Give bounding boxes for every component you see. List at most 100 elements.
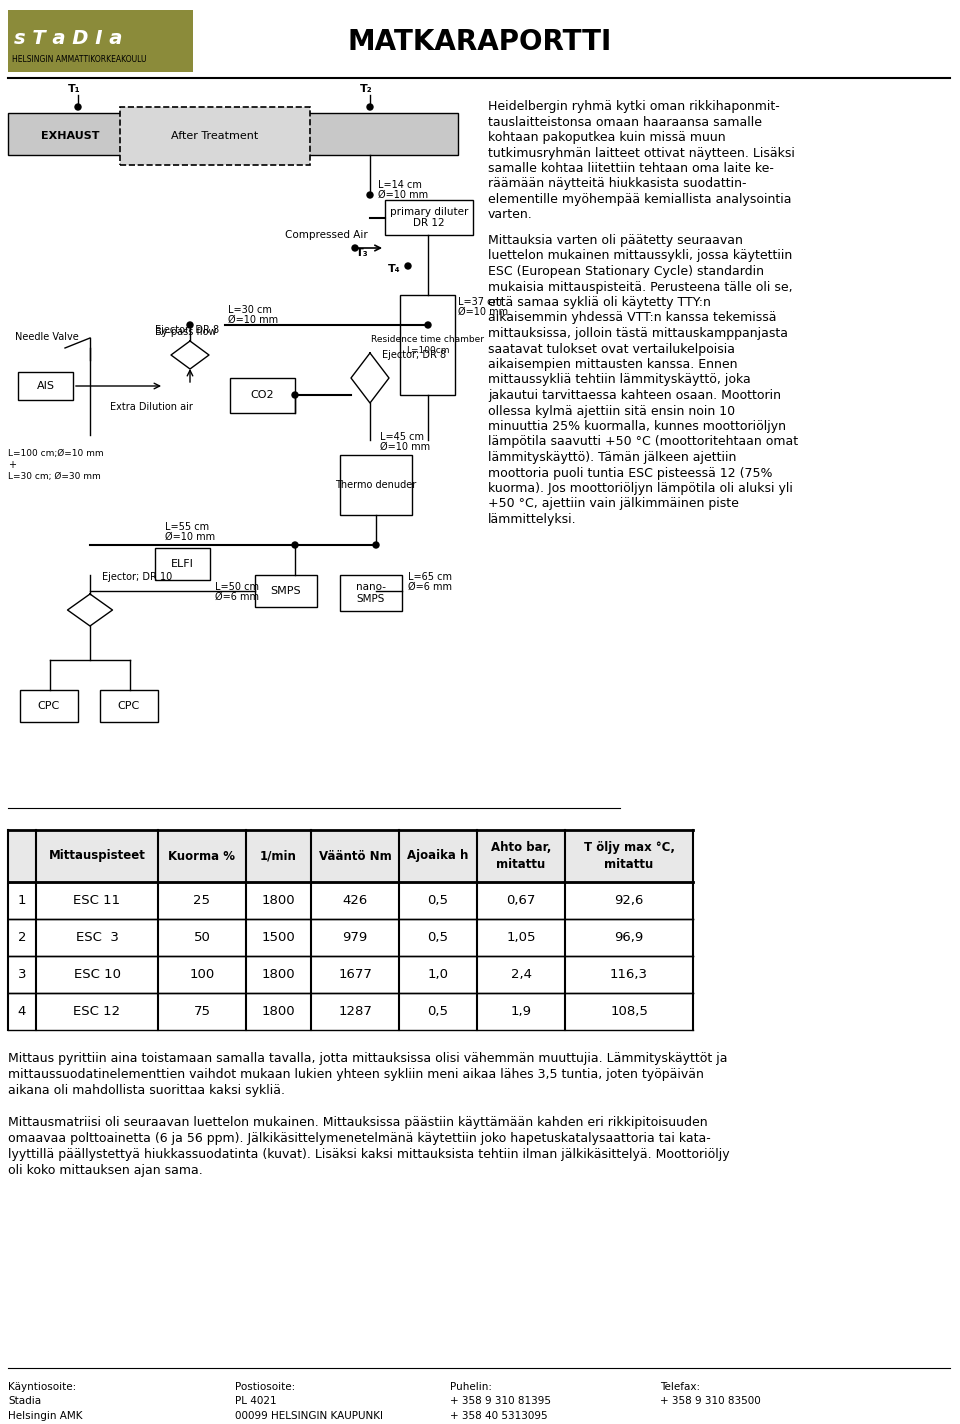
Text: L=50 cm: L=50 cm bbox=[215, 582, 259, 592]
Text: Ø=10 mm: Ø=10 mm bbox=[380, 441, 430, 451]
Bar bbox=[8, 830, 693, 881]
Text: Vääntö Nm: Vääntö Nm bbox=[319, 850, 392, 863]
Text: Compressed Air: Compressed Air bbox=[285, 231, 368, 241]
Text: AIS: AIS bbox=[36, 382, 55, 392]
Text: 1,9: 1,9 bbox=[511, 1005, 532, 1018]
Text: L=30 cm: L=30 cm bbox=[228, 305, 272, 315]
Text: mittaussykliä tehtiin lämmityskäyttö, joka: mittaussykliä tehtiin lämmityskäyttö, jo… bbox=[488, 373, 751, 386]
Text: luettelon mukainen mittaussykli, jossa käytettiin: luettelon mukainen mittaussykli, jossa k… bbox=[488, 249, 792, 262]
Text: Mittauspisteet: Mittauspisteet bbox=[49, 850, 145, 863]
Text: SMPS: SMPS bbox=[271, 587, 301, 597]
Text: 116,3: 116,3 bbox=[610, 968, 648, 981]
Text: T₄: T₄ bbox=[388, 263, 400, 273]
Bar bbox=[100, 691, 158, 722]
Bar bbox=[18, 372, 73, 400]
Text: ESC 10: ESC 10 bbox=[74, 968, 121, 981]
Text: 1800: 1800 bbox=[262, 1005, 296, 1018]
Text: elementille myöhempää kemiallista analysointia: elementille myöhempää kemiallista analys… bbox=[488, 194, 791, 206]
Text: aikaisemmin yhdessä VTT:n kanssa tekemissä: aikaisemmin yhdessä VTT:n kanssa tekemis… bbox=[488, 312, 777, 325]
Circle shape bbox=[367, 192, 373, 198]
Text: 1800: 1800 bbox=[262, 894, 296, 907]
Text: 1,0: 1,0 bbox=[427, 968, 448, 981]
Text: L=55 cm: L=55 cm bbox=[165, 523, 209, 533]
Text: Ejector; DR 8: Ejector; DR 8 bbox=[382, 350, 446, 360]
Circle shape bbox=[187, 322, 193, 328]
Text: Käyntiosoite:
Stadia
Helsingin AMK
Autolaboratorio /Nuuskijaprojekti
Kalevankatu: Käyntiosoite: Stadia Helsingin AMK Autol… bbox=[8, 1383, 181, 1424]
Bar bbox=[20, 691, 78, 722]
Text: 1/min: 1/min bbox=[260, 850, 297, 863]
Text: lyyttillä päällystettyä hiukkassuodatinta (kuvat). Lisäksi kaksi mittauksista te: lyyttillä päällystettyä hiukkassuodatint… bbox=[8, 1148, 730, 1161]
Text: 3: 3 bbox=[17, 968, 26, 981]
Text: Heidelbergin ryhmä kytki oman rikkihaponmit-: Heidelbergin ryhmä kytki oman rikkihapon… bbox=[488, 100, 780, 112]
Text: 50: 50 bbox=[194, 931, 210, 944]
Text: Ø=6 mm: Ø=6 mm bbox=[408, 582, 452, 592]
Text: Ø=10 mm: Ø=10 mm bbox=[228, 315, 278, 325]
Text: ESC  3: ESC 3 bbox=[76, 931, 118, 944]
Text: 4: 4 bbox=[18, 1005, 26, 1018]
Text: MATKARAPORTTI: MATKARAPORTTI bbox=[348, 28, 612, 56]
Text: 1: 1 bbox=[17, 894, 26, 907]
Text: 75: 75 bbox=[194, 1005, 210, 1018]
Text: s T a D I a: s T a D I a bbox=[14, 28, 122, 47]
Text: 0,5: 0,5 bbox=[427, 931, 448, 944]
Text: lämmittelyksi.: lämmittelyksi. bbox=[488, 513, 577, 525]
Text: 108,5: 108,5 bbox=[610, 1005, 648, 1018]
Text: By-pass flow: By-pass flow bbox=[155, 328, 217, 337]
Text: Needle Valve: Needle Valve bbox=[15, 332, 79, 342]
Bar bbox=[8, 112, 458, 155]
Text: kuorma). Jos moottoriöljyn lämpötila oli aluksi yli: kuorma). Jos moottoriöljyn lämpötila oli… bbox=[488, 481, 793, 496]
Bar bbox=[340, 456, 412, 515]
Text: 2,4: 2,4 bbox=[511, 968, 532, 981]
Text: Ø=6 mm: Ø=6 mm bbox=[215, 592, 259, 602]
Circle shape bbox=[75, 104, 81, 110]
Circle shape bbox=[292, 392, 298, 397]
Circle shape bbox=[425, 322, 431, 328]
Bar bbox=[255, 575, 317, 607]
Text: L=65 cm: L=65 cm bbox=[408, 572, 452, 582]
Circle shape bbox=[373, 543, 379, 548]
Text: EXHAUST: EXHAUST bbox=[40, 131, 99, 141]
Text: Ejector; DR 10: Ejector; DR 10 bbox=[102, 572, 172, 582]
Text: Mittaus pyrittiin aina toistamaan samalla tavalla, jotta mittauksissa olisi vähe: Mittaus pyrittiin aina toistamaan samall… bbox=[8, 1052, 728, 1065]
Text: ESC (European Stationary Cycle) standardin: ESC (European Stationary Cycle) standard… bbox=[488, 265, 764, 278]
Text: L=100 cm;Ø=10 mm: L=100 cm;Ø=10 mm bbox=[8, 449, 104, 459]
Text: Telefax:
+ 358 9 310 83500: Telefax: + 358 9 310 83500 bbox=[660, 1383, 760, 1407]
Text: 92,6: 92,6 bbox=[614, 894, 644, 907]
Text: moottoria puoli tuntia ESC pisteessä 12 (75%: moottoria puoli tuntia ESC pisteessä 12 … bbox=[488, 467, 773, 480]
Bar bbox=[120, 107, 310, 165]
Circle shape bbox=[405, 263, 411, 269]
Text: Postiosoite:
PL 4021
00099 HELSINGIN KAUPUNKI: Postiosoite: PL 4021 00099 HELSINGIN KAU… bbox=[235, 1383, 383, 1421]
Text: Ø=10 mm: Ø=10 mm bbox=[165, 533, 215, 543]
Text: ollessa kylmä ajettiin sitä ensin noin 10: ollessa kylmä ajettiin sitä ensin noin 1… bbox=[488, 404, 735, 417]
Bar bbox=[400, 295, 455, 394]
Text: 2: 2 bbox=[17, 931, 26, 944]
Bar bbox=[340, 575, 402, 611]
Text: CO2: CO2 bbox=[251, 390, 275, 400]
Text: 96,9: 96,9 bbox=[614, 931, 643, 944]
Text: Ø=10 mm: Ø=10 mm bbox=[378, 189, 428, 199]
Text: mittaussuodatinelementtien vaihdot mukaan lukien yhteen sykliin meni aikaa lähes: mittaussuodatinelementtien vaihdot mukaa… bbox=[8, 1068, 704, 1081]
Text: CPC: CPC bbox=[37, 701, 60, 711]
Bar bbox=[8, 10, 193, 73]
Text: mukaisia mittauspisteitä. Perusteena tälle oli se,: mukaisia mittauspisteitä. Perusteena täl… bbox=[488, 281, 793, 293]
Text: primary diluter
DR 12: primary diluter DR 12 bbox=[390, 206, 468, 228]
Text: Ejector; DR 8: Ejector; DR 8 bbox=[155, 325, 219, 335]
Text: L=30 cm; Ø=30 mm: L=30 cm; Ø=30 mm bbox=[8, 471, 101, 481]
Text: aikaisempien mittausten kanssa. Ennen: aikaisempien mittausten kanssa. Ennen bbox=[488, 357, 737, 372]
Text: mittauksissa, jolloin tästä mittauskamppanjasta: mittauksissa, jolloin tästä mittauskampp… bbox=[488, 328, 788, 340]
Text: jakautui tarvittaessa kahteen osaan. Moottorin: jakautui tarvittaessa kahteen osaan. Moo… bbox=[488, 389, 781, 402]
Text: Puhelin:
+ 358 9 310 81395
+ 358 40 5313095
+ 358 50 3439591: Puhelin: + 358 9 310 81395 + 358 40 5313… bbox=[450, 1383, 551, 1424]
Text: Kuorma %: Kuorma % bbox=[169, 850, 235, 863]
Text: 0,5: 0,5 bbox=[427, 1005, 448, 1018]
Text: T₁: T₁ bbox=[68, 84, 81, 94]
Text: nano-
SMPS: nano- SMPS bbox=[356, 582, 386, 604]
Text: tauslaitteistonsa omaan haaraansa samalle: tauslaitteistonsa omaan haaraansa samall… bbox=[488, 115, 762, 128]
Text: ESC 12: ESC 12 bbox=[73, 1005, 121, 1018]
Text: lämpötila saavutti +50 °C (moottoritehtaan omat: lämpötila saavutti +50 °C (moottoritehta… bbox=[488, 436, 798, 449]
Text: varten.: varten. bbox=[488, 208, 533, 222]
Circle shape bbox=[292, 543, 298, 548]
Text: 1500: 1500 bbox=[262, 931, 296, 944]
Text: tutkimusryhmän laitteet ottivat näytteen. Lisäksi: tutkimusryhmän laitteet ottivat näytteen… bbox=[488, 147, 795, 159]
Text: T₃: T₃ bbox=[356, 248, 369, 258]
Text: L=37 cm: L=37 cm bbox=[458, 298, 502, 308]
